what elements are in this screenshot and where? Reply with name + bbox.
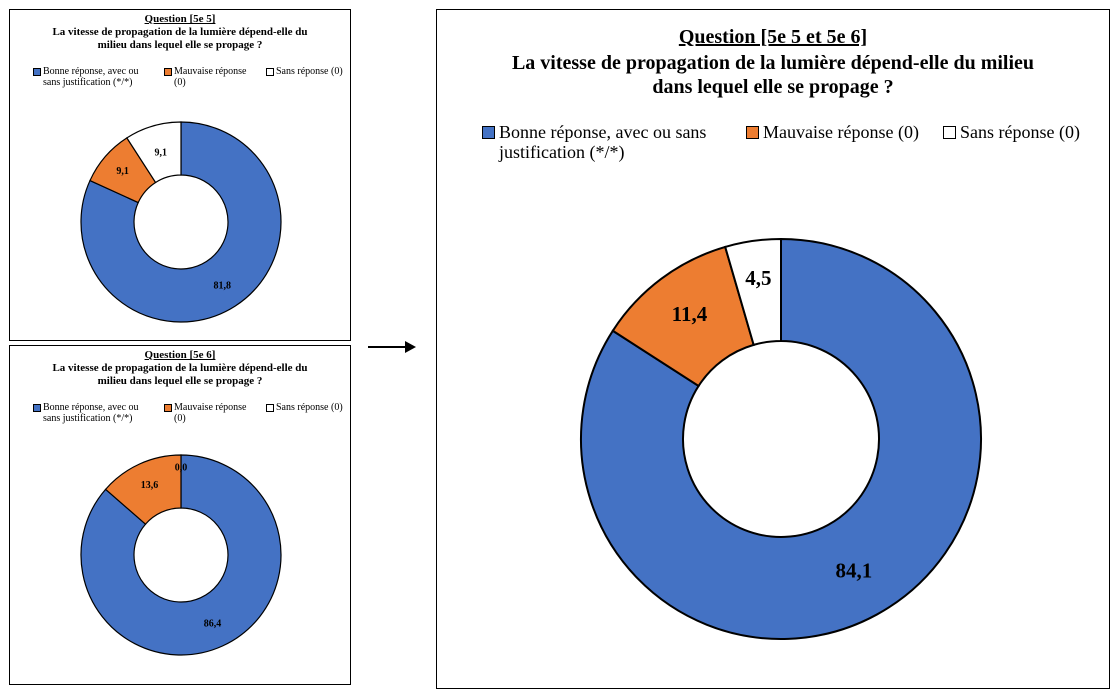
donut-chart-5e5-5e6: 84,1 11,4 4,5 — [580, 237, 982, 640]
slice-none — [723, 237, 782, 347]
data-label-none: 4,5 — [745, 266, 771, 290]
right-arrow-icon — [368, 341, 416, 353]
chart-subtitle: La vitesse de propagation de la lumière … — [52, 26, 308, 51]
chart-subtitle: La vitesse de propagation de la lumière … — [52, 362, 308, 387]
data-label-good: 81,8 — [213, 280, 231, 291]
legend-label-none: Sans réponse (0) — [276, 66, 343, 77]
legend-swatch-none — [943, 126, 956, 139]
donut-chart-5e6: 86,4 13,6 0,0 — [80, 454, 282, 656]
legend-item-none: Sans réponse (0) — [266, 66, 346, 77]
legend-item-good: Bonne réponse, avec ou sans justificatio… — [33, 402, 158, 424]
legend-item-none: Sans réponse (0) — [266, 402, 346, 413]
chart-title: Question [5e 5] — [144, 13, 216, 25]
legend-swatch-none — [266, 68, 274, 76]
slice-none — [126, 121, 182, 184]
legend-swatch-good — [482, 126, 495, 139]
legend-label-bad: Mauvaise réponse (0) — [174, 66, 247, 89]
legend-label-none: Sans réponse (0) — [276, 402, 343, 413]
legend-label-good: Bonne réponse, avec ou sans justificatio… — [43, 66, 139, 89]
legend-swatch-good — [33, 404, 41, 412]
legend-label-good: Bonne réponse, avec ou sans justificatio… — [43, 402, 139, 425]
slice-bad — [104, 454, 182, 525]
donut-chart-5e5: 81,8 9,1 9,1 — [80, 121, 282, 323]
chart-panel-5e5: Question [5e 5] La vitesse de propagatio… — [9, 9, 351, 341]
legend-item-bad: Mauvaise réponse (0) — [164, 402, 259, 424]
data-label-bad: 11,4 — [672, 302, 708, 326]
legend-swatch-bad — [164, 68, 172, 76]
legend-item-good: Bonne réponse, avec ou sans justificatio… — [482, 122, 732, 162]
slice-good — [580, 237, 982, 640]
data-label-good: 84,1 — [835, 558, 872, 582]
data-label-good: 86,4 — [204, 619, 222, 630]
chart-panel-5e6: Question [5e 6] La vitesse de propagatio… — [9, 345, 351, 685]
legend-label-good: Bonne réponse, avec ou sans justificatio… — [499, 122, 707, 163]
legend-swatch-none — [266, 404, 274, 412]
chart-subtitle: La vitesse de propagation de la lumière … — [511, 52, 1035, 98]
chart-title: Question [5e 6] — [144, 349, 216, 361]
legend-item-good: Bonne réponse, avec ou sans justificatio… — [33, 66, 158, 88]
legend-swatch-good — [33, 68, 41, 76]
chart-panel-5e5-5e6: Question [5e 5 et 5e 6] La vitesse de pr… — [436, 9, 1110, 689]
slice-good — [80, 454, 282, 656]
data-label-none: 9,1 — [154, 147, 167, 158]
legend-label-none: Sans réponse (0) — [960, 122, 1080, 142]
legend-label-bad: Mauvaise réponse (0) — [174, 402, 247, 425]
legend-item-bad: Mauvaise réponse (0) — [164, 66, 259, 88]
legend-swatch-bad — [746, 126, 759, 139]
slice-good — [80, 121, 282, 323]
data-label-bad: 13,6 — [141, 480, 159, 491]
legend-item-none: Sans réponse (0) — [943, 122, 1093, 142]
data-label-bad: 9,1 — [116, 166, 129, 177]
legend-label-bad: Mauvaise réponse (0) — [763, 122, 919, 142]
legend-item-bad: Mauvaise réponse (0) — [746, 122, 928, 142]
chart-title: Question [5e 5 et 5e 6] — [678, 26, 868, 48]
legend-swatch-bad — [164, 404, 172, 412]
data-label-none: 0,0 — [175, 463, 188, 474]
